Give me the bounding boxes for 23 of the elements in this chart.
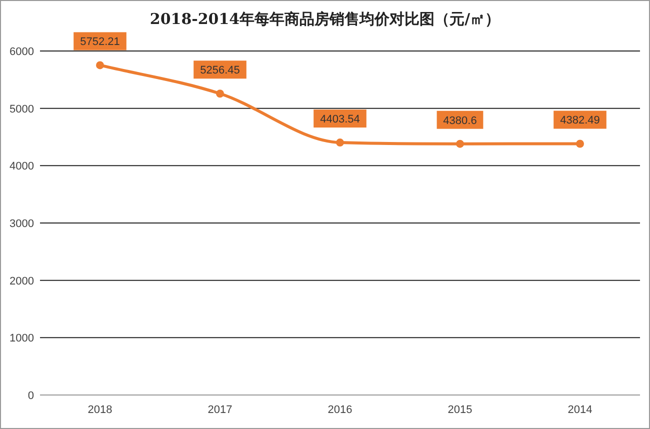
y-tick-label: 0 [28,390,34,402]
y-tick-label: 5000 [10,103,34,116]
data-label: 4382.49 [560,114,600,127]
data-label: 5752.21 [80,36,120,48]
data-label: 4403.54 [320,114,360,126]
point [336,138,344,147]
data-label: 5256.45 [200,64,240,77]
y-tick-label: 1000 [10,332,34,345]
y-tick-label: 3000 [10,218,34,230]
point [576,140,584,148]
y-tick-label: 2000 [10,275,34,288]
point [456,140,464,148]
x-tick-label: 2014 [568,404,592,416]
data-label: 4380.6 [443,114,477,127]
y-tick-label: 6000 [10,46,34,58]
point [96,61,104,70]
x-tick-label: 2016 [328,404,352,416]
x-tick-label: 2017 [208,404,232,416]
point [216,90,224,98]
x-tick-label: 2018 [88,404,112,416]
chart-title: 2018-2014年每年商品房销售均价对比图（元/㎡） [150,10,500,28]
x-tick-label: 2015 [448,404,472,416]
y-tick-label: 4000 [10,160,34,173]
